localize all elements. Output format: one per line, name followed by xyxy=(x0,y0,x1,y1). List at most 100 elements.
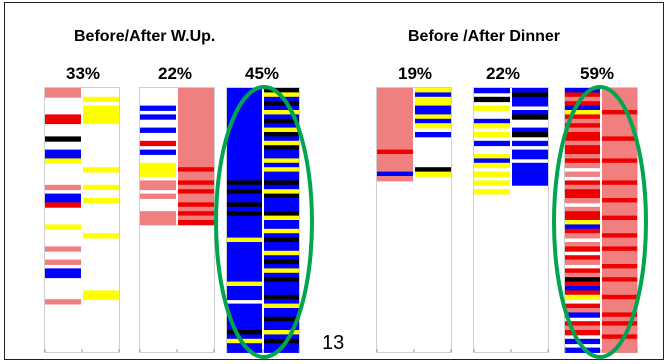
heatmap-cell xyxy=(227,136,262,142)
heatmap-cell xyxy=(602,290,637,296)
heatmap-cell xyxy=(415,96,451,103)
heatmap-cell xyxy=(565,158,600,164)
heatmap-cell xyxy=(565,132,600,138)
heatmap-cell xyxy=(227,184,262,191)
heatmap-cell xyxy=(264,338,299,345)
heatmap-cell xyxy=(140,184,176,191)
heatmap-cell xyxy=(474,123,510,129)
heatmap-cell xyxy=(565,171,600,177)
heatmap-cell xyxy=(178,140,214,147)
heatmap-cell xyxy=(264,330,299,336)
heatmap-cell xyxy=(415,171,451,177)
heatmap-cell xyxy=(227,308,262,314)
heatmap-cell xyxy=(227,167,262,173)
heatmap-cell xyxy=(602,224,637,230)
heatmap-cell xyxy=(227,118,262,125)
heatmap-cell xyxy=(227,281,262,287)
heatmap-cell xyxy=(178,110,214,116)
heatmap-cell xyxy=(178,145,214,151)
heatmap-cell xyxy=(178,127,214,133)
heatmap-cell xyxy=(45,184,81,191)
heatmap-cell xyxy=(83,233,119,239)
heatmap-cell xyxy=(227,277,262,283)
heatmap-cell xyxy=(264,294,299,301)
heatmap-cell xyxy=(264,264,299,270)
heatmap-cell xyxy=(45,114,81,120)
heatmap-cell xyxy=(227,334,262,340)
heatmap-cell xyxy=(227,233,262,239)
heatmap-cell xyxy=(602,268,637,274)
heatmap-cell xyxy=(512,149,548,155)
heatmap-cell xyxy=(565,255,600,261)
heatmap-cell xyxy=(264,140,299,147)
heatmap-cell xyxy=(227,140,262,147)
heatmap-cell xyxy=(474,132,510,138)
heatmap-cell xyxy=(178,105,214,111)
heatmap-cell xyxy=(565,347,600,353)
heatmap-cell xyxy=(377,88,413,94)
heatmap-cell xyxy=(227,246,262,252)
heatmap-cell xyxy=(602,321,637,327)
heatmap-cell xyxy=(178,206,214,213)
heatmap-cell xyxy=(178,118,214,125)
heatmap-cell xyxy=(227,303,262,309)
heatmap-cell xyxy=(227,92,262,98)
heatmap-cell xyxy=(415,92,451,98)
heatmap-cell xyxy=(264,88,299,94)
heatmap-cell xyxy=(264,334,299,340)
heatmap-cell xyxy=(227,294,262,301)
heatmap-cell xyxy=(512,171,548,177)
heatmap-cell xyxy=(602,211,637,217)
heatmap-cell xyxy=(45,118,81,125)
percent-label-warmup-3: 45% xyxy=(245,64,280,83)
heatmap-cell xyxy=(264,127,299,133)
heatmap-cell xyxy=(264,162,299,169)
heatmap-cell xyxy=(602,325,637,331)
heatmap-cell xyxy=(45,136,81,142)
heatmap-cell xyxy=(377,123,413,129)
heatmap-cell xyxy=(602,220,637,226)
group-title-warmup: Before/After W.Up. xyxy=(74,28,216,45)
heatmap-cell xyxy=(264,184,299,191)
heatmap-cell xyxy=(565,290,600,296)
heatmap-cell xyxy=(45,299,81,305)
heatmap-cell xyxy=(178,96,214,103)
heatmap-cell xyxy=(83,294,119,301)
heatmap-cell xyxy=(602,206,637,213)
percent-label-warmup-1: 33% xyxy=(66,64,101,83)
heatmap-cell xyxy=(178,202,214,208)
heatmap-cell xyxy=(264,215,299,221)
heatmap-cell xyxy=(565,228,600,235)
heatmap-cell xyxy=(602,334,637,340)
heatmap-cell xyxy=(565,277,600,283)
heatmap-cell xyxy=(602,114,637,120)
heatmap-cell xyxy=(178,184,214,191)
heatmap-cell xyxy=(565,215,600,221)
heatmap-cell xyxy=(178,176,214,182)
heatmap-cell xyxy=(377,140,413,147)
heatmap-cell xyxy=(565,88,600,94)
heatmap-cell xyxy=(565,286,600,292)
heatmap-cell xyxy=(565,140,600,147)
heatmap-cell xyxy=(178,211,214,217)
heatmap-cell xyxy=(45,202,81,208)
heatmap-cell xyxy=(264,281,299,287)
heatmap-cell xyxy=(264,250,299,257)
heatmap-cell xyxy=(377,96,413,103)
slide-frame xyxy=(4,2,664,360)
heatmap-cell xyxy=(602,215,637,221)
heatmap-cell xyxy=(227,242,262,248)
heatmap-cell xyxy=(602,176,637,182)
heatmap-cell xyxy=(565,246,600,252)
heatmap-cell xyxy=(264,145,299,151)
heatmap-cell xyxy=(227,286,262,292)
heatmap-cell xyxy=(565,224,600,230)
heatmap-cell xyxy=(227,171,262,177)
heatmap-cell xyxy=(602,233,637,239)
heatmap-cell xyxy=(178,92,214,98)
heatmap-cell xyxy=(512,167,548,173)
heatmap-cell xyxy=(565,127,600,133)
heatmap-cell xyxy=(227,145,262,151)
heatmap-cell xyxy=(565,220,600,226)
